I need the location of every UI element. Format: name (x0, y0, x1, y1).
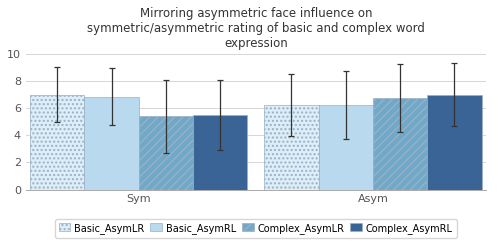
Bar (138, 116, 193, 190)
Bar (428, 95, 482, 190)
Bar (193, 115, 248, 190)
Bar (373, 98, 428, 190)
Bar (264, 105, 318, 190)
Bar (84, 97, 138, 190)
Bar (30, 95, 84, 190)
Legend: Basic_AsymLR, Basic_AsymRL, Complex_AsymLR, Complex_AsymRL: Basic_AsymLR, Basic_AsymRL, Complex_Asym… (55, 219, 457, 237)
Title: Mirroring asymmetric face influence on
symmetric/asymmetric rating of basic and : Mirroring asymmetric face influence on s… (87, 7, 424, 50)
Bar (318, 105, 373, 190)
